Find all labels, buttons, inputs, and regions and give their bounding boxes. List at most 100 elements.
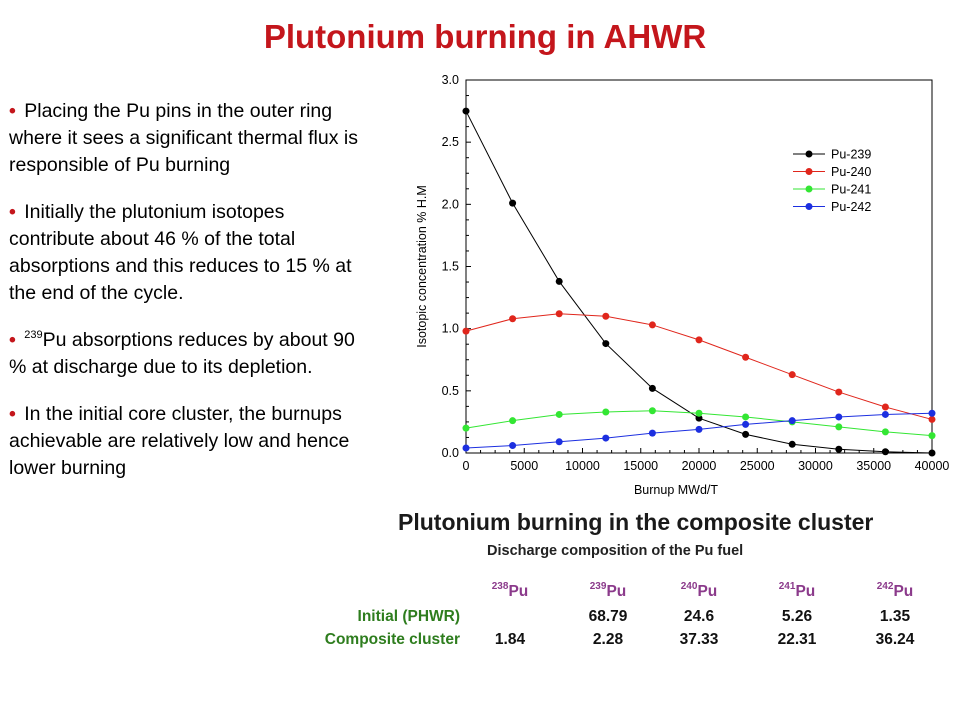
data-point [928, 432, 936, 440]
table-cell: 36.24 [875, 631, 915, 648]
data-point [928, 409, 936, 417]
data-point [835, 413, 843, 421]
data-point [602, 340, 610, 348]
composite-title: Plutonium burning in the composite clust… [398, 509, 874, 535]
x-tick-label: 0 [463, 459, 470, 473]
data-point [695, 336, 703, 344]
data-point [881, 403, 889, 411]
bullet-text: Initially the plutonium isotopes contrib… [9, 201, 352, 304]
y-tick-label: 0.5 [442, 384, 459, 398]
isotope-header: 241Pu [778, 581, 816, 601]
y-tick-label: 1.5 [442, 260, 459, 274]
table-cell: 2.28 [592, 631, 624, 648]
isotope-superscript: 239 [24, 329, 43, 341]
data-point [788, 417, 796, 425]
row-label-composite: Composite cluster [324, 631, 460, 648]
data-point [835, 388, 843, 396]
series-line [465, 313, 933, 420]
data-point [928, 415, 936, 423]
data-point [881, 448, 889, 456]
plot-frame [465, 79, 933, 454]
data-point [462, 424, 470, 432]
data-point [648, 407, 656, 415]
data-point [695, 409, 703, 417]
row-label-initial: Initial (PHWR) [357, 608, 460, 625]
isotope-header: 242Pu [876, 581, 914, 601]
data-point [602, 434, 610, 442]
slide-title: Plutonium burning in AHWR [263, 18, 707, 55]
data-point [509, 315, 517, 323]
legend-marker [805, 185, 813, 193]
table-cell: 24.6 [683, 608, 715, 625]
data-point [881, 410, 889, 418]
bullet-list: • Placing the Pu pins in the outer ring … [9, 98, 371, 502]
y-tick-label: 3.0 [442, 73, 459, 87]
legend-label: Pu-240 [831, 165, 871, 179]
legend-label: Pu-241 [831, 183, 871, 197]
y-tick-label: 0.0 [442, 446, 459, 460]
data-point [881, 428, 889, 436]
data-point [742, 353, 750, 361]
data-point [835, 445, 843, 453]
data-point [555, 438, 563, 446]
table-caption: Discharge composition of the Pu fuel [487, 543, 744, 559]
data-point [462, 444, 470, 452]
data-point [695, 414, 703, 422]
x-tick-label: 35000 [856, 459, 891, 473]
data-point [788, 440, 796, 448]
bullet-text: Placing the Pu pins in the outer ring wh… [9, 100, 358, 176]
legend-marker [805, 203, 813, 210]
x-axis-label: Burnup MWd/T [634, 483, 718, 497]
bullet-dot: • [9, 329, 16, 351]
isotope-header: 239Pu [589, 581, 627, 601]
data-point [648, 321, 656, 329]
bullet-item: • In the initial core cluster, the burnu… [9, 401, 371, 482]
isotope-header: 238Pu [491, 581, 529, 601]
data-point [509, 442, 517, 450]
isotope-header: 240Pu [680, 581, 718, 601]
bullet-item: • Placing the Pu pins in the outer ring … [9, 98, 371, 179]
legend-marker [805, 168, 813, 175]
data-point [509, 199, 517, 207]
data-point [602, 312, 610, 320]
bullet-item: • 239Pu absorptions reduces by about 90 … [9, 327, 371, 381]
data-point [788, 371, 796, 379]
table-cell: 5.26 [781, 608, 813, 625]
bullet-text: Pu absorptions reduces by about 90 % at … [9, 329, 355, 378]
data-point [648, 429, 656, 437]
x-tick-label: 5000 [510, 459, 538, 473]
x-tick-label: 10000 [565, 459, 600, 473]
bullet-dot: • [9, 100, 16, 122]
data-point [648, 384, 656, 392]
data-point [555, 277, 563, 285]
data-point [462, 327, 470, 335]
data-point [695, 425, 703, 433]
data-point [742, 430, 750, 438]
data-point [742, 413, 750, 421]
y-tick-label: 2.0 [442, 197, 459, 211]
y-tick-label: 2.5 [442, 135, 459, 149]
data-point [462, 107, 470, 115]
data-point [555, 410, 563, 418]
y-axis-label: Isotopic concentration % H.M [415, 185, 429, 348]
bullet-text: In the initial core cluster, the burnups… [9, 403, 350, 479]
x-tick-label: 15000 [623, 459, 658, 473]
x-tick-label: 30000 [798, 459, 833, 473]
x-tick-label: 25000 [740, 459, 775, 473]
table-cell: 1.84 [494, 631, 526, 648]
bullet-dot: • [9, 403, 16, 425]
table-cell: 1.35 [879, 608, 911, 625]
legend-marker [805, 150, 813, 158]
data-point [835, 423, 843, 431]
data-point [509, 417, 517, 425]
table-cell: 37.33 [679, 631, 719, 648]
isotope-burnup-chart: 0 5000 10000 15000 20000 25000 30000 35000 40000… [415, 73, 950, 497]
series-line [465, 110, 933, 454]
x-tick-label: 40000 [915, 459, 950, 473]
legend-label: Pu-242 [831, 200, 871, 214]
data-point [555, 310, 563, 318]
x-tick-label: 20000 [682, 459, 717, 473]
table-cell: 68.79 [588, 608, 628, 625]
bullet-dot: • [9, 201, 16, 223]
table-cell: 22.31 [777, 631, 817, 648]
